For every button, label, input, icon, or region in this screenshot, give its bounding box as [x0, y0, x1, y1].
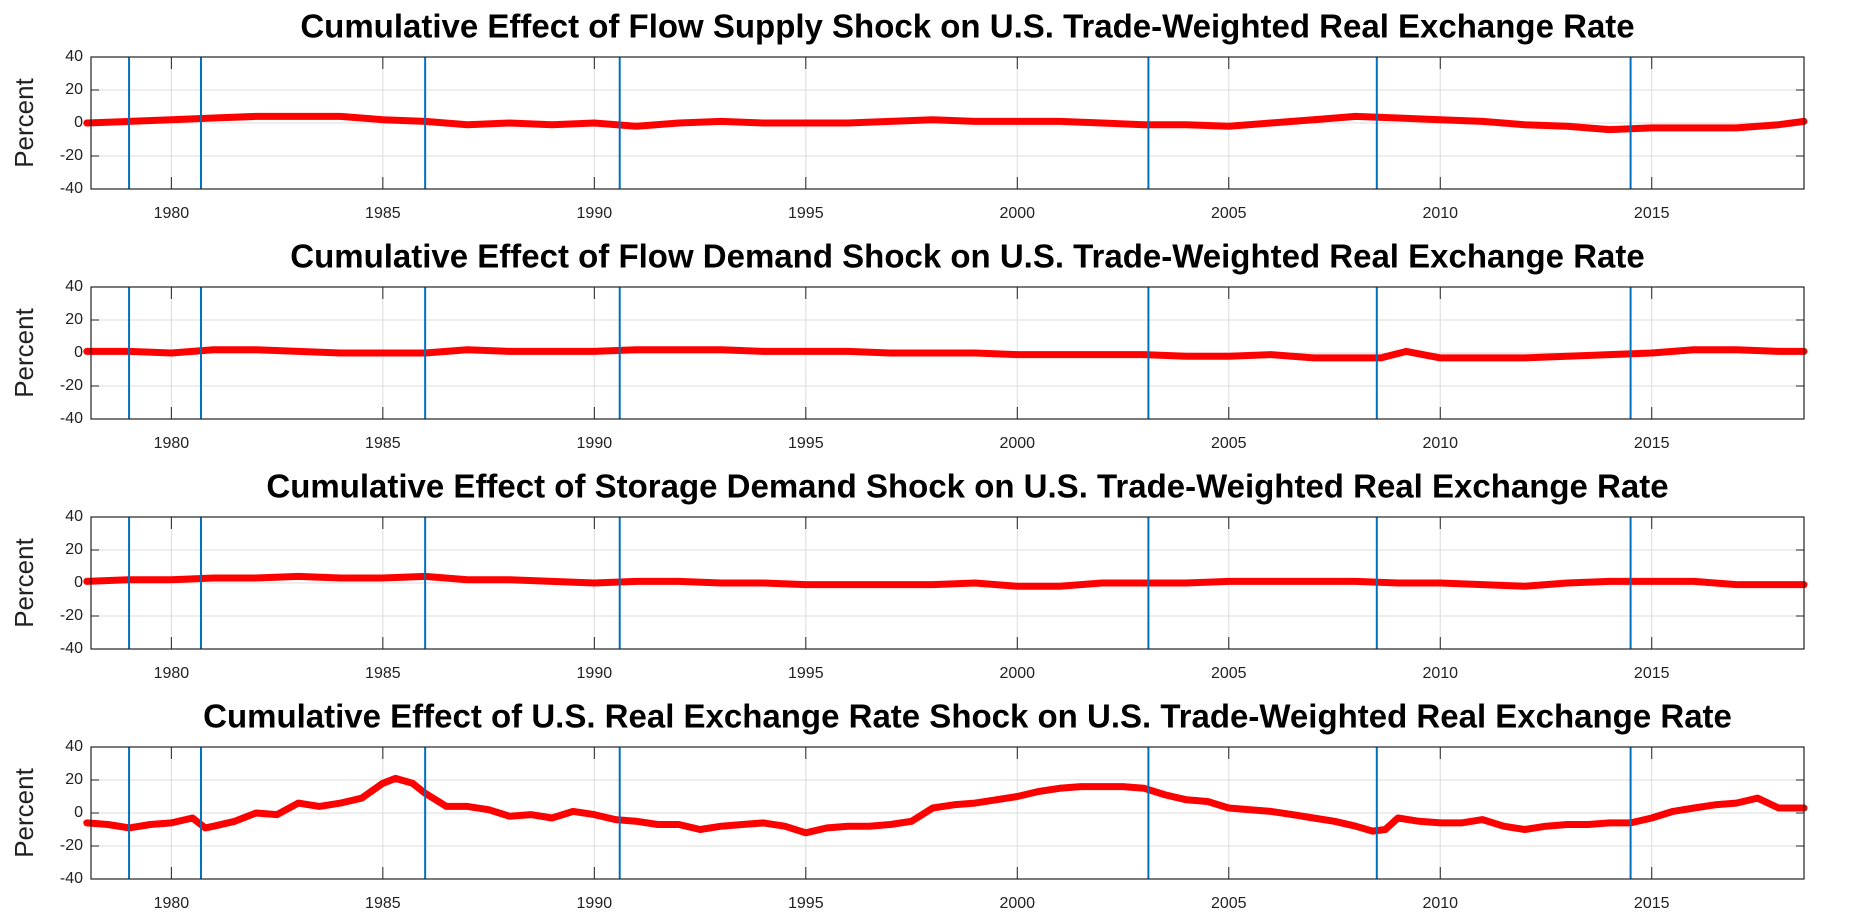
x-tick-label: 2015 [1634, 435, 1670, 452]
x-tick-label: 2010 [1422, 665, 1458, 682]
x-tick-label: 2010 [1422, 205, 1458, 222]
y-tick-label: -20 [60, 147, 83, 164]
x-tick-label: 2000 [999, 435, 1035, 452]
y-tick-label: -40 [60, 410, 83, 427]
x-tick-label: 1980 [154, 895, 190, 912]
y-axis-label: Percent [9, 307, 39, 397]
x-tick-label: 1985 [365, 895, 401, 912]
x-tick-label: 2000 [999, 665, 1035, 682]
axes-box [90, 286, 1805, 420]
x-tick-label: 1980 [154, 435, 190, 452]
subplot: Cumulative Effect of Storage Demand Shoc… [9, 468, 1808, 682]
chart-title: Cumulative Effect of Flow Supply Shock o… [300, 8, 1634, 45]
y-tick-label: 20 [65, 81, 83, 98]
x-tick-label: 1995 [788, 665, 824, 682]
x-tick-label: 1985 [365, 665, 401, 682]
x-tick-label: 2010 [1422, 435, 1458, 452]
axes-box [90, 56, 1805, 190]
y-axis-label: Percent [9, 77, 39, 167]
data-line [83, 774, 1808, 837]
x-tick-label: 1985 [365, 205, 401, 222]
x-tick-label: 1995 [788, 895, 824, 912]
chart-title: Cumulative Effect of Storage Demand Shoc… [266, 468, 1668, 505]
axes-box [90, 746, 1805, 880]
subplot: Cumulative Effect of Flow Demand Shock o… [9, 238, 1808, 452]
chart-title: Cumulative Effect of Flow Demand Shock o… [290, 238, 1644, 275]
y-tick-label: 20 [65, 541, 83, 558]
x-tick-label: 2000 [999, 205, 1035, 222]
y-axis-label: Percent [9, 537, 39, 627]
y-tick-label: 40 [65, 48, 83, 65]
data-line [83, 112, 1808, 134]
y-tick-label: -40 [60, 180, 83, 197]
y-tick-label: 0 [74, 804, 83, 821]
x-tick-label: 1990 [577, 665, 613, 682]
x-tick-label: 1990 [577, 895, 613, 912]
y-tick-label: -40 [60, 870, 83, 887]
y-tick-label: 0 [74, 114, 83, 131]
y-tick-label: -20 [60, 837, 83, 854]
x-tick-label: 1985 [365, 435, 401, 452]
x-tick-label: 2015 [1634, 665, 1670, 682]
y-tick-label: 20 [65, 311, 83, 328]
subplot: Cumulative Effect of Flow Supply Shock o… [9, 8, 1808, 222]
x-tick-label: 2010 [1422, 895, 1458, 912]
y-tick-label: -20 [60, 607, 83, 624]
x-tick-label: 2015 [1634, 205, 1670, 222]
y-tick-label: 0 [74, 574, 83, 591]
x-tick-label: 1990 [577, 435, 613, 452]
y-axis-label: Percent [9, 767, 39, 857]
x-tick-label: 1990 [577, 205, 613, 222]
subplot: Cumulative Effect of U.S. Real Exchange … [9, 698, 1808, 912]
x-tick-label: 2005 [1211, 665, 1247, 682]
y-tick-label: 40 [65, 508, 83, 525]
x-tick-label: 2005 [1211, 205, 1247, 222]
x-tick-label: 1995 [788, 435, 824, 452]
x-tick-label: 1980 [154, 665, 190, 682]
axes-box [90, 516, 1805, 650]
x-tick-label: 1995 [788, 205, 824, 222]
y-tick-label: 40 [65, 278, 83, 295]
y-tick-label: 20 [65, 771, 83, 788]
x-tick-label: 2005 [1211, 895, 1247, 912]
x-tick-label: 2005 [1211, 435, 1247, 452]
y-tick-label: -40 [60, 640, 83, 657]
x-tick-label: 2015 [1634, 895, 1670, 912]
y-tick-label: 0 [74, 344, 83, 361]
x-tick-label: 1980 [154, 205, 190, 222]
y-tick-label: -20 [60, 377, 83, 394]
y-tick-label: 40 [65, 738, 83, 755]
data-line [83, 572, 1808, 590]
data-line [83, 346, 1808, 362]
chart-title: Cumulative Effect of U.S. Real Exchange … [203, 698, 1732, 735]
x-tick-label: 2000 [999, 895, 1035, 912]
